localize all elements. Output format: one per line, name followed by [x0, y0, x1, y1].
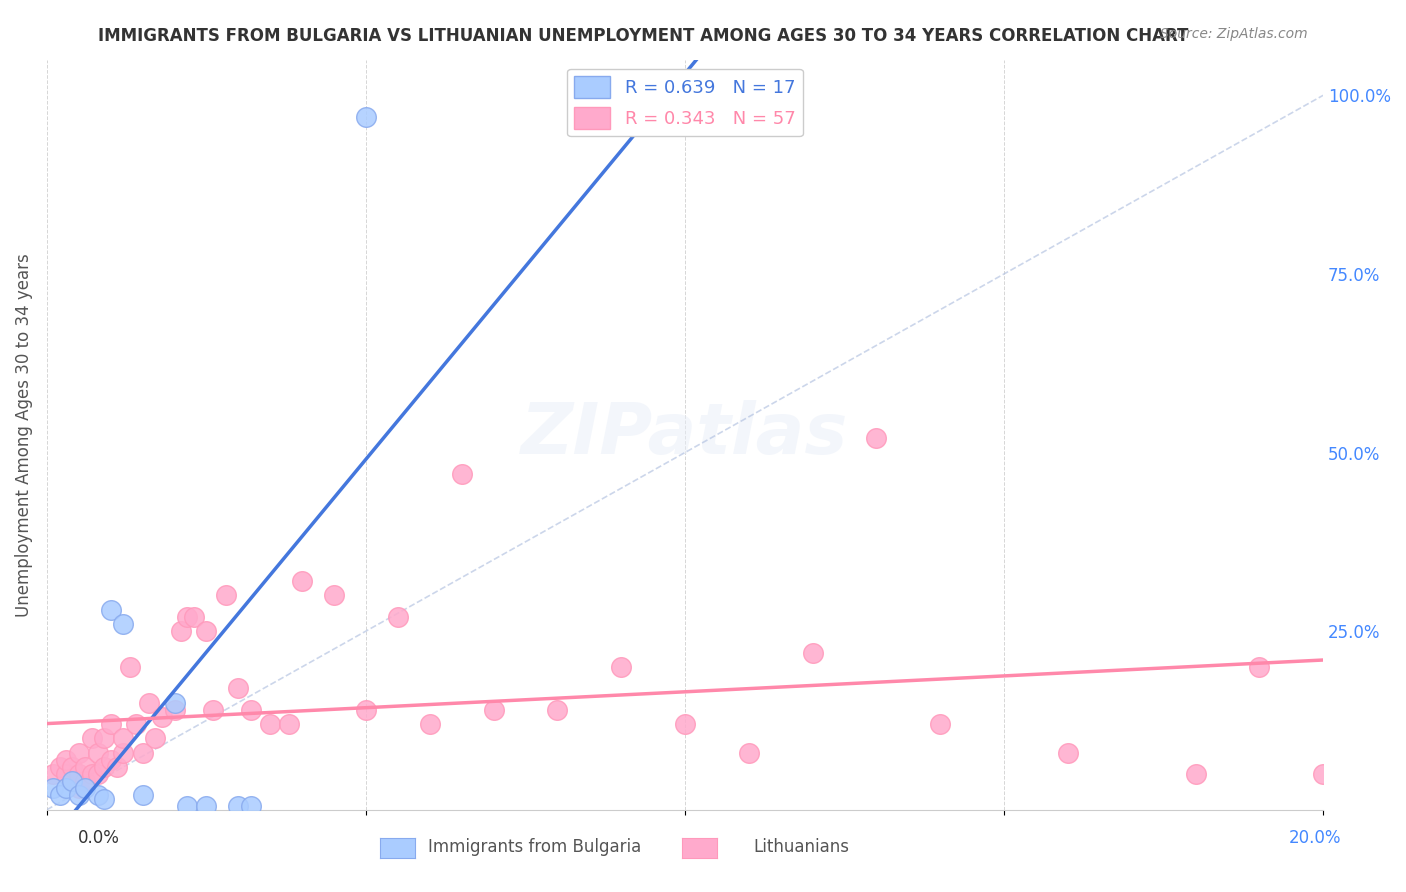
Point — [62, 760, 84, 774]
Point — [80, 767, 103, 781]
Point — [55, 781, 77, 796]
Point — [610, 660, 633, 674]
Text: Lithuanians: Lithuanians — [754, 838, 849, 855]
Point — [87, 767, 110, 781]
Point — [105, 760, 128, 774]
Point — [55, 767, 77, 781]
Point — [48, 760, 70, 774]
Point — [259, 717, 281, 731]
Point — [1057, 746, 1080, 760]
Point — [42, 767, 65, 781]
Point — [865, 431, 887, 445]
Point — [738, 746, 761, 760]
Point — [201, 703, 224, 717]
Point — [93, 731, 115, 746]
Point — [163, 696, 186, 710]
Point — [87, 746, 110, 760]
Point — [75, 781, 97, 796]
Point — [278, 717, 301, 731]
Point — [228, 799, 250, 814]
Point — [228, 681, 250, 696]
Point — [1312, 767, 1334, 781]
Text: IMMIGRANTS FROM BULGARIA VS LITHUANIAN UNEMPLOYMENT AMONG AGES 30 TO 34 YEARS CO: IMMIGRANTS FROM BULGARIA VS LITHUANIAN U… — [98, 27, 1189, 45]
Point — [131, 746, 153, 760]
Point — [75, 760, 97, 774]
Point — [112, 746, 135, 760]
Point — [163, 703, 186, 717]
Point — [387, 609, 409, 624]
Point — [93, 792, 115, 806]
Point — [176, 609, 198, 624]
Point — [80, 731, 103, 746]
Point — [1249, 660, 1271, 674]
Point — [291, 574, 314, 588]
Point — [75, 774, 97, 789]
Y-axis label: Unemployment Among Ages 30 to 34 years: Unemployment Among Ages 30 to 34 years — [15, 252, 32, 616]
Point — [240, 703, 263, 717]
Point — [118, 660, 141, 674]
Point — [150, 710, 173, 724]
Point — [170, 624, 193, 639]
Point — [929, 717, 952, 731]
Point — [67, 746, 90, 760]
Point — [100, 753, 122, 767]
Point — [112, 617, 135, 632]
Point — [125, 717, 148, 731]
Text: ZIPatlas: ZIPatlas — [522, 401, 849, 469]
Point — [323, 588, 346, 602]
Point — [131, 789, 153, 803]
Point — [354, 110, 377, 124]
Point — [62, 774, 84, 789]
Point — [195, 799, 218, 814]
Point — [93, 760, 115, 774]
Point — [673, 717, 696, 731]
Text: Source: ZipAtlas.com: Source: ZipAtlas.com — [1160, 27, 1308, 41]
Point — [183, 609, 205, 624]
Point — [112, 731, 135, 746]
Point — [138, 696, 160, 710]
Point — [67, 781, 90, 796]
Point — [48, 789, 70, 803]
Legend: R = 0.639   N = 17, R = 0.343   N = 57: R = 0.639 N = 17, R = 0.343 N = 57 — [567, 69, 803, 136]
Point — [1184, 767, 1206, 781]
Point — [67, 767, 90, 781]
Point — [42, 781, 65, 796]
Point — [419, 717, 441, 731]
Point — [354, 703, 377, 717]
Point — [450, 467, 472, 481]
Point — [62, 774, 84, 789]
Point — [87, 789, 110, 803]
Point — [100, 602, 122, 616]
Text: 20.0%: 20.0% — [1288, 829, 1341, 847]
Point — [482, 703, 505, 717]
Text: Immigrants from Bulgaria: Immigrants from Bulgaria — [427, 838, 641, 855]
Point — [145, 731, 167, 746]
Point — [100, 717, 122, 731]
Point — [546, 703, 568, 717]
Point — [55, 753, 77, 767]
Point — [195, 624, 218, 639]
Text: 0.0%: 0.0% — [77, 829, 120, 847]
Point — [240, 799, 263, 814]
Point — [176, 799, 198, 814]
Point — [67, 789, 90, 803]
Point — [214, 588, 236, 602]
Point — [801, 646, 824, 660]
